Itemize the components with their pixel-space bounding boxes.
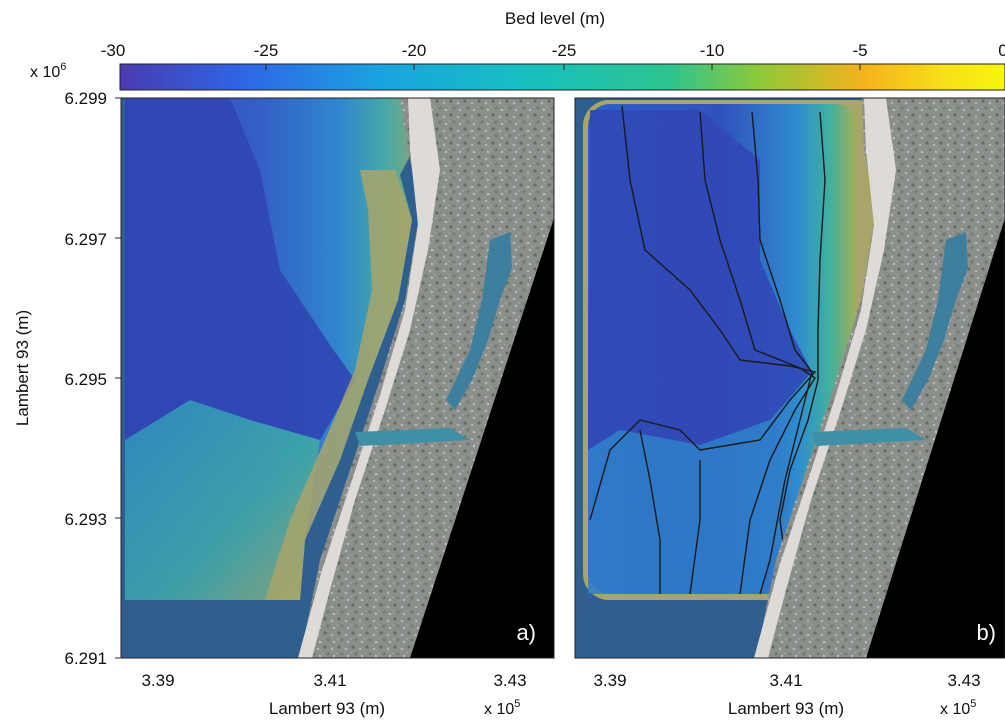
x-tick-label: 3.43 (947, 671, 980, 690)
y-tick-labels: 6.299 6.297 6.295 6.293 6.291 (64, 89, 107, 668)
y-tick-label: 6.295 (64, 370, 107, 389)
y-tick-label: 6.297 (64, 230, 107, 249)
x-tick-labels-a: 3.39 3.41 3.43 (141, 671, 526, 690)
x-tick-label: 3.41 (313, 671, 346, 690)
colorbar-tick-label: -20 (402, 41, 427, 60)
x-exponent-power-b: 5 (970, 698, 976, 710)
x-exponent-power-a: 5 (514, 698, 520, 710)
x-tick-label: 3.41 (769, 671, 802, 690)
y-tick-label: 6.293 (64, 510, 107, 529)
x-axis-label-b: Lambert 93 (m) (728, 699, 844, 718)
colorbar-title: Bed level (m) (505, 9, 605, 28)
y-axis-label: Lambert 93 (m) (13, 310, 32, 426)
x-tick-label: 3.39 (593, 671, 626, 690)
colorbar-tick-label: -30 (101, 41, 126, 60)
x-exponent-b: x 105 (940, 698, 976, 718)
colorbar-ticks: -30 -25 -20 -25 -10 -5 0 (101, 41, 1005, 70)
map-panel-b: b) 3.39 3.41 3.43 Lambert 93 (m) x 105 (574, 97, 1005, 718)
colorbar-tick-label: -5 (852, 41, 867, 60)
colorbar (119, 63, 1005, 91)
x-axis-label-a: Lambert 93 (m) (269, 699, 385, 718)
y-exponent-power: 6 (60, 61, 66, 73)
x-exponent-prefix-a: x 10 (484, 701, 514, 718)
colorbar-tick-label: -10 (700, 41, 725, 60)
x-exponent-prefix-b: x 10 (940, 701, 970, 718)
x-exponent-a: x 105 (484, 698, 520, 718)
colorbar-tick-label: -25 (254, 41, 279, 60)
y-ticks (115, 97, 121, 659)
colorbar-tick-label: -25 (552, 41, 577, 60)
y-exponent: x 106 (30, 61, 66, 81)
colorbar-tick-label: 0 (998, 41, 1005, 60)
x-tick-label: 3.39 (141, 671, 174, 690)
y-exponent-prefix: x 10 (30, 64, 60, 81)
map-panel-a: a) 3.39 3.41 3.43 Lambert 93 (m) x 105 (120, 97, 555, 718)
panel-tag-a: a) (516, 620, 536, 645)
y-tick-label: 6.299 (64, 89, 107, 108)
x-tick-labels-b: 3.39 3.41 3.43 (593, 671, 980, 690)
y-tick-label: 6.291 (64, 649, 107, 668)
x-tick-label: 3.43 (493, 671, 526, 690)
panel-tag-b: b) (976, 620, 996, 645)
